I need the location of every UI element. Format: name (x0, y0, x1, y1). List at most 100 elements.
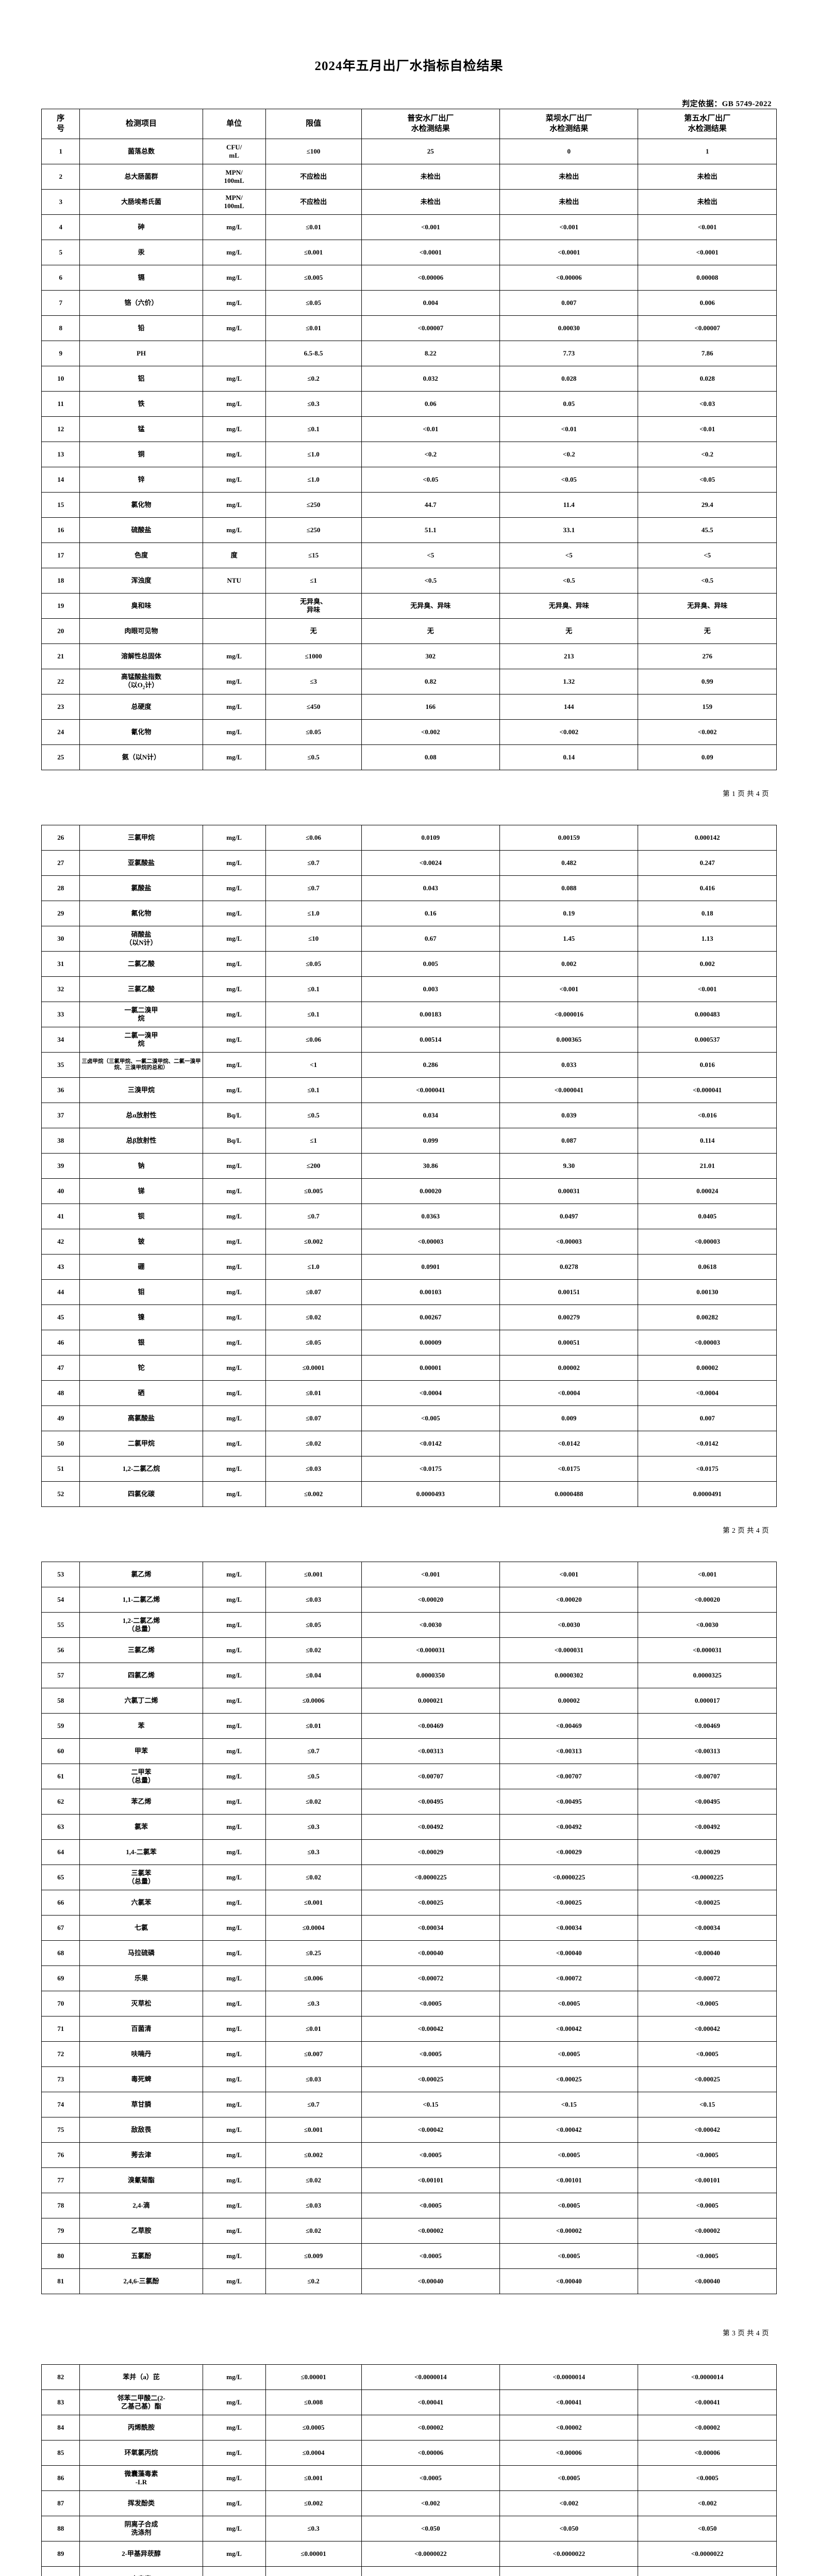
cell-result-puan: 0.0000493 (361, 1481, 500, 1507)
cell-unit: mg/L (202, 1077, 266, 1103)
table-row: 15 氯化物 mg/L ≤250 44.7 11.4 29.4 (41, 492, 777, 518)
cell-result-fifth: <0.00707 (638, 1764, 777, 1789)
cell-result-fifth: <0.0142 (638, 1431, 777, 1456)
cell-limit: ≤0.001 (265, 240, 362, 265)
cell-index: 24 (41, 719, 80, 745)
table-row: 1 菌落总数 CFU/mL ≤100 25 0 1 (41, 139, 777, 164)
cell-index: 86 (41, 2465, 80, 2491)
table-row: 9 PH 6.5-8.5 8.22 7.73 7.86 (41, 341, 777, 366)
cell-index: 3 (41, 189, 80, 215)
table-row: 48 硒 mg/L ≤0.01 <0.0004 <0.0004 <0.0004 (41, 1380, 777, 1406)
cell-unit: mg/L (202, 1355, 266, 1381)
cell-result-puan: <0.00469 (361, 1713, 500, 1739)
cell-limit: ≤0.03 (265, 2193, 362, 2218)
cell-result-puan: <0.00707 (361, 1764, 500, 1789)
table-row: 61 二甲苯 （总量） mg/L ≤0.5 <0.00707 <0.00707 <0.0070… (41, 1764, 777, 1789)
cell-limit: ≤0.008 (265, 2389, 362, 2415)
cell-test-item: 臭和味 (79, 593, 203, 619)
cell-result-caiba: 1.32 (499, 669, 639, 694)
cell-limit: ≤0.1 (265, 1077, 362, 1103)
cell-unit: mg/L (202, 976, 266, 1002)
cell-result-puan: 0.67 (361, 926, 500, 952)
cell-result-puan: <0.0000038 (361, 2566, 500, 2576)
cell-unit: mg/L (202, 1940, 266, 1966)
cell-result-caiba: 无异臭、异味 (499, 593, 639, 619)
cell-result-puan: <0.05 (361, 467, 500, 493)
cell-result-caiba: <0.00041 (499, 2389, 639, 2415)
cell-test-item: 一氯二溴甲烷 (79, 1002, 203, 1027)
cell-index: 76 (41, 2142, 80, 2168)
cell-limit: ≤0.1 (265, 416, 362, 442)
cell-result-fifth: <0.0005 (638, 2465, 777, 2491)
table-row: 32 三氯乙酸 mg/L ≤0.1 0.003 <0.001 <0.001 (41, 976, 777, 1002)
cell-result-fifth: 0.002 (638, 951, 777, 977)
cell-limit: ≤0.05 (265, 290, 362, 316)
cell-result-fifth: <0.00007 (638, 315, 777, 341)
cell-result-fifth: 0.028 (638, 366, 777, 392)
cell-test-item: 三氯乙烯 (79, 1637, 203, 1663)
cell-test-item: 甲苯 (79, 1738, 203, 1764)
cell-result-fifth: <0.001 (638, 976, 777, 1002)
cell-result-caiba: <0.00006 (499, 265, 639, 291)
cell-test-item: 二氯甲烷 (79, 1431, 203, 1456)
cell-limit: ≤0.5 (265, 1764, 362, 1789)
table-row: 7 铬（六价） mg/L ≤0.05 0.004 0.007 0.006 (41, 290, 777, 316)
footer-spacer (0, 2294, 818, 2327)
cell-index: 8 (41, 315, 80, 341)
page-footer: 第 2 页 共 4 页 (723, 1527, 769, 1534)
cell-result-puan: 0.005 (361, 951, 500, 977)
table-row: 65 三氯苯 （总量） mg/L ≤0.02 <0.0000225 <0.0000225 <0… (41, 1865, 777, 1890)
cell-result-fifth: 0.0405 (638, 1204, 777, 1229)
cell-test-item: 微囊藻毒素 -LR (79, 2465, 203, 2491)
table-row: 63 氯苯 mg/L ≤0.3 <0.00492 <0.00492 <0.00492 (41, 1814, 777, 1840)
cell-unit: mg/L (202, 492, 266, 518)
cell-limit: 6.5-8.5 (265, 341, 362, 366)
cell-unit (202, 593, 266, 619)
cell-limit: ≤0.7 (265, 1204, 362, 1229)
cell-result-puan: <0.0024 (361, 850, 500, 876)
cell-test-item: 阴离子合成 洗涤剂 (79, 2516, 203, 2541)
cell-index: 30 (41, 926, 80, 952)
cell-test-item: 总β放射性 (79, 1128, 203, 1154)
table-row: 50 二氯甲烷 mg/L ≤0.02 <0.0142 <0.0142 <0.0142 (41, 1431, 777, 1456)
cell-result-fifth: 无 (638, 618, 777, 644)
cell-index: 31 (41, 951, 80, 977)
table-row: 59 苯 mg/L ≤0.01 <0.00469 <0.00469 <0.00469 (41, 1713, 777, 1739)
cell-limit: ≤1.0 (265, 901, 362, 926)
cell-result-caiba: <0.0005 (499, 1991, 639, 2016)
cell-test-item: 三卤甲烷（三氯甲烷、一氯二溴甲烷、二氯一溴甲烷、三溴甲烷的总和） (79, 1052, 203, 1078)
cell-result-fifth: 0.006 (638, 290, 777, 316)
cell-result-fifth: 0.416 (638, 875, 777, 901)
table-row: 62 苯乙烯 mg/L ≤0.02 <0.00495 <0.00495 <0.00495 (41, 1789, 777, 1815)
cell-test-item: 1,2-二氯乙烯 （总量） (79, 1612, 203, 1638)
cell-limit: ≤0.01 (265, 1713, 362, 1739)
cell-result-caiba: 0.0000302 (499, 1663, 639, 1688)
cell-result-fifth: <0.0005 (638, 2243, 777, 2269)
cell-result-fifth: <0.000041 (638, 1077, 777, 1103)
cell-index: 44 (41, 1279, 80, 1305)
table-row: 25 氨（以N计） mg/L ≤0.5 0.08 0.14 0.09 (41, 744, 777, 770)
cell-result-caiba: 0.0000488 (499, 1481, 639, 1507)
cell-result-fifth: <0.15 (638, 2092, 777, 2117)
cell-result-fifth: 0.0000491 (638, 1481, 777, 1507)
cell-result-puan: <0.5 (361, 568, 500, 594)
cell-unit: mg/L (202, 1789, 266, 1815)
cell-unit: mg/L (202, 1204, 266, 1229)
cell-unit: mg/L (202, 467, 266, 493)
cell-index: 7 (41, 290, 80, 316)
cell-test-item: 2-甲基异莰醇 (79, 2541, 203, 2567)
cell-result-puan: <0.000031 (361, 1637, 500, 1663)
cell-index: 85 (41, 2440, 80, 2466)
cell-result-caiba: <0.00025 (499, 1890, 639, 1916)
cell-index: 59 (41, 1713, 80, 1739)
cell-result-fifth: <0.05 (638, 467, 777, 493)
cell-unit: mg/L (202, 875, 266, 901)
cell-result-caiba: 1.45 (499, 926, 639, 952)
cell-limit: ≤1.0 (265, 1254, 362, 1280)
cell-index: 36 (41, 1077, 80, 1103)
cell-result-puan: <0.0005 (361, 2465, 500, 2491)
table-row: 74 草甘膦 mg/L ≤0.7 <0.15 <0.15 <0.15 (41, 2092, 777, 2117)
cell-result-puan: <0.0005 (361, 2243, 500, 2269)
cell-result-caiba: <0.002 (499, 2490, 639, 2516)
cell-result-puan: <0.001 (361, 1562, 500, 1587)
